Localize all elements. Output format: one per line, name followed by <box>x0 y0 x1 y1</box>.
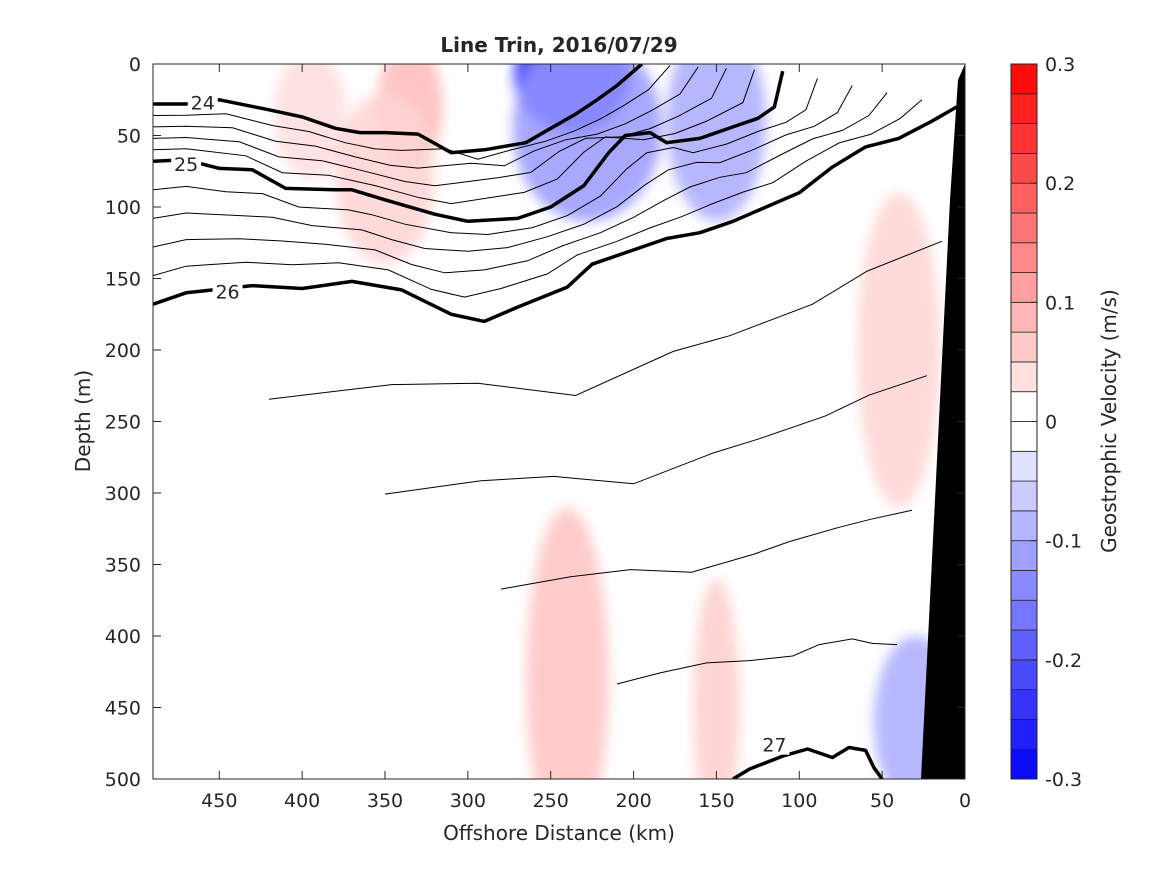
y-axis-ticks: 0 50 100 150 200 250 300 350 400 450 500 <box>105 54 965 791</box>
isopycnal-27 <box>732 745 884 779</box>
x-axis-label: Offshore Distance (km) <box>443 821 675 845</box>
x-tick-label: 400 <box>284 790 320 812</box>
isopycnal-thin <box>384 375 928 495</box>
y-tick-label: 50 <box>117 126 141 148</box>
x-tick-label: 350 <box>367 790 403 812</box>
contour-label-bg-26 <box>212 279 243 302</box>
contour-label-bg-24 <box>187 90 218 113</box>
colorbar-band <box>1010 629 1038 661</box>
colorbar-band <box>1010 123 1038 154</box>
x-axis-ticks: 450 400 350 300 250 200 150 100 50 0 <box>201 64 971 812</box>
thin-isopycnals <box>153 65 942 685</box>
y-tick-label: 150 <box>105 269 141 291</box>
isopycnal-26 <box>153 105 958 324</box>
colorbar-band <box>1010 689 1038 720</box>
colorbar-band <box>1010 421 1038 452</box>
y-tick-label: 200 <box>105 340 141 362</box>
colorbar-band <box>1010 480 1038 512</box>
velocity-cell-8 <box>857 192 941 508</box>
velocity-cell-4 <box>335 92 435 265</box>
colorbar-band <box>1010 242 1038 273</box>
colorbar-tick-label: 0.3 <box>1045 54 1075 76</box>
y-tick-label: 0 <box>129 54 141 76</box>
colorbar-band <box>1010 391 1038 422</box>
colorbar-band <box>1010 182 1038 214</box>
colorbar-tick-label: 0 <box>1045 412 1057 434</box>
chart-title: Line Trin, 2016/07/29 <box>440 33 677 57</box>
colorbar-band <box>1010 570 1038 601</box>
colorbar-band <box>1010 599 1038 631</box>
y-axis-label: Depth (m) <box>71 370 95 472</box>
continental-slope <box>921 64 965 779</box>
colorbar-band <box>1010 361 1038 393</box>
x-tick-label: 0 <box>959 790 971 812</box>
velocity-field <box>273 64 957 779</box>
velocity-cell-6 <box>525 507 609 779</box>
isopycnal-thin <box>153 78 818 236</box>
x-tick-label: 450 <box>201 790 237 812</box>
isopycnal-thin <box>616 638 898 685</box>
x-tick-label: 300 <box>450 790 486 812</box>
contour-label-27: 27 <box>762 735 786 757</box>
isopycnal-thin <box>153 68 727 187</box>
x-tick-label: 200 <box>615 790 651 812</box>
x-tick-label: 150 <box>698 790 734 812</box>
velocity-cell-7 <box>693 578 740 779</box>
contour-label-bg-25 <box>171 152 202 175</box>
colorbar-band <box>1010 450 1038 482</box>
colorbar-band <box>1010 272 1038 303</box>
y-tick-label: 250 <box>105 412 141 434</box>
y-tick-label: 450 <box>105 698 141 720</box>
colorbar-band <box>1010 63 1038 95</box>
colorbar-band <box>1010 540 1038 571</box>
colorbar-band <box>1010 748 1038 780</box>
colorbar-band <box>1010 331 1038 363</box>
colorbar-band <box>1010 93 1038 124</box>
x-tick-label: 250 <box>533 790 569 812</box>
y-tick-label: 300 <box>105 483 141 505</box>
colorbar-label: Geostrophic Velocity (m/s) <box>1097 289 1121 553</box>
contour-label-bg-27 <box>759 732 790 755</box>
y-tick-label: 500 <box>105 769 141 791</box>
y-tick-label: 400 <box>105 626 141 648</box>
contour-label-24: 24 <box>191 93 215 115</box>
isopycnal-thin <box>500 509 913 590</box>
isopycnal-25 <box>153 70 785 224</box>
contour-label-26: 26 <box>215 281 239 303</box>
isopycnal-thin <box>153 69 755 205</box>
colorbar-band <box>1010 659 1038 691</box>
colorbar-tick-label: 0.1 <box>1045 292 1075 314</box>
colorbar-tick-label: -0.2 <box>1045 650 1082 672</box>
isopycnal-thin <box>153 99 923 298</box>
colorbar: 0.3 0.2 0.1 0 -0.1 -0.2 -0.3 <box>1010 54 1082 791</box>
isopycnal-thin <box>268 240 942 400</box>
colorbar-tick-label: 0.2 <box>1045 173 1075 195</box>
colorbar-band <box>1010 719 1038 750</box>
isopycnal-thin <box>153 92 888 274</box>
contour-label-25: 25 <box>174 154 198 176</box>
colorbar-band <box>1010 510 1038 542</box>
bold-isopycnals <box>153 64 958 779</box>
plot-area <box>153 64 965 779</box>
isopycnal-24 <box>153 64 644 155</box>
colorbar-band <box>1010 212 1038 244</box>
colorbar-band <box>1010 152 1038 184</box>
colorbar-tick-label: -0.3 <box>1045 769 1082 791</box>
colorbar-band <box>1010 301 1038 333</box>
isopycnal-thin <box>153 85 853 252</box>
colorbar-tick-label: -0.1 <box>1045 531 1082 553</box>
isopycnal-thin <box>153 66 699 169</box>
contour-labels: 24 25 26 27 <box>171 90 790 757</box>
y-tick-label: 100 <box>105 197 141 219</box>
x-tick-label: 50 <box>870 790 894 812</box>
y-tick-label: 350 <box>105 555 141 577</box>
x-tick-label: 100 <box>781 790 817 812</box>
